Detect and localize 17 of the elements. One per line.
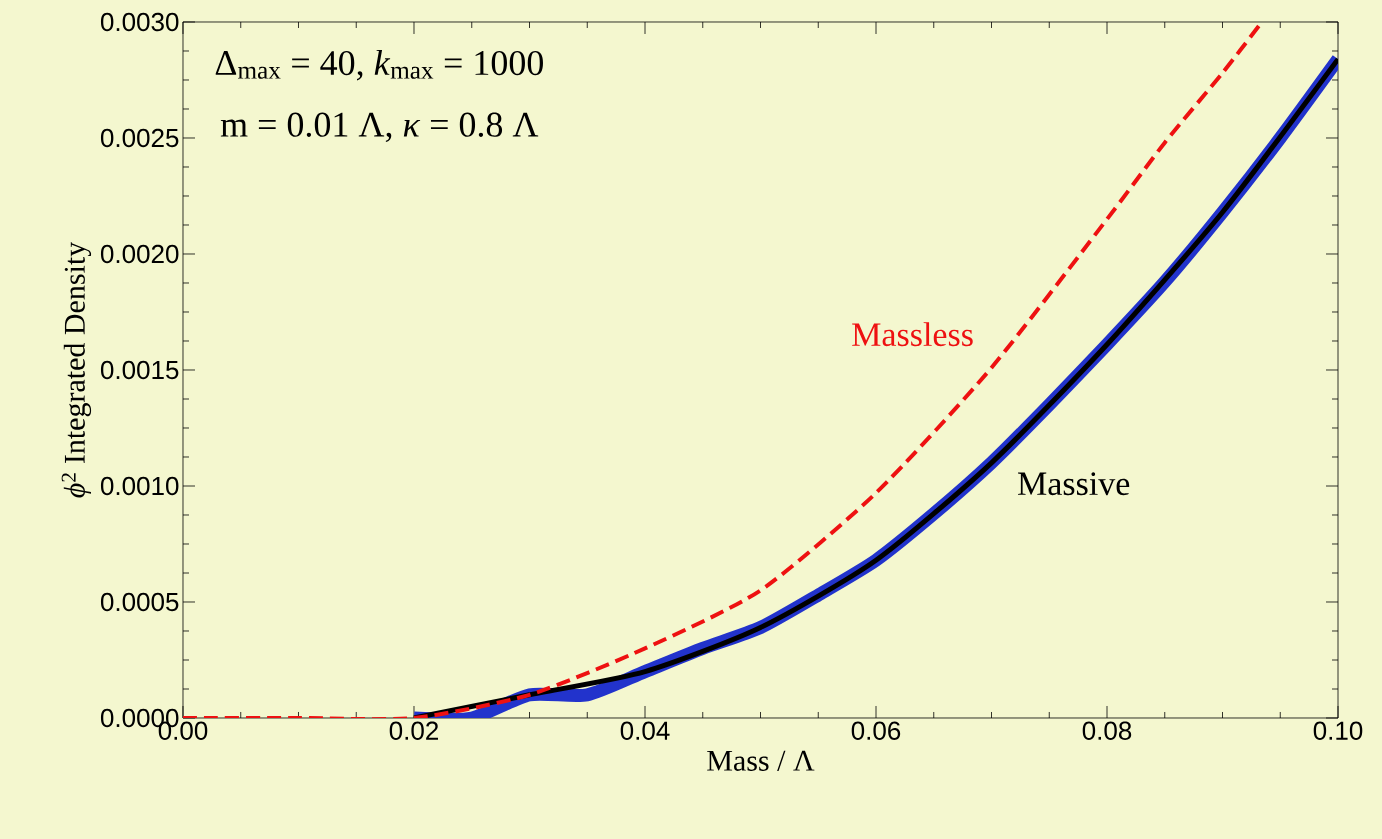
series-label: Massive [1018, 472, 1130, 496]
annotation: m = 0.01 Λ, κ = 0.8 Λ [220, 112, 539, 143]
annotation: Δ$_{max}$ = 40, k$_{max}$ = 1000 [215, 49, 543, 81]
y-tick-label: 0.0020 [100, 244, 179, 264]
x-axis-title: Mass / Λ [707, 750, 815, 771]
x-tick-label: 0.08 [1082, 721, 1132, 740]
y-tick-label: 0.0005 [100, 592, 179, 612]
y-tick-label: 0.0025 [100, 128, 179, 148]
x-tick-label: 0.10 [1313, 721, 1363, 740]
x-tick-label: 0.06 [851, 721, 901, 740]
y-tick-label: 0.0015 [100, 360, 179, 380]
y-axis-title: ϕ$^{2}$ Integrated Density [61, 241, 92, 498]
y-tick-label: 0.0030 [100, 12, 179, 32]
y-tick-label: 0.0010 [100, 476, 179, 496]
series-label: Massless [852, 322, 973, 347]
x-tick-label: 0.02 [389, 721, 438, 740]
x-tick-label: 0.04 [620, 721, 670, 740]
